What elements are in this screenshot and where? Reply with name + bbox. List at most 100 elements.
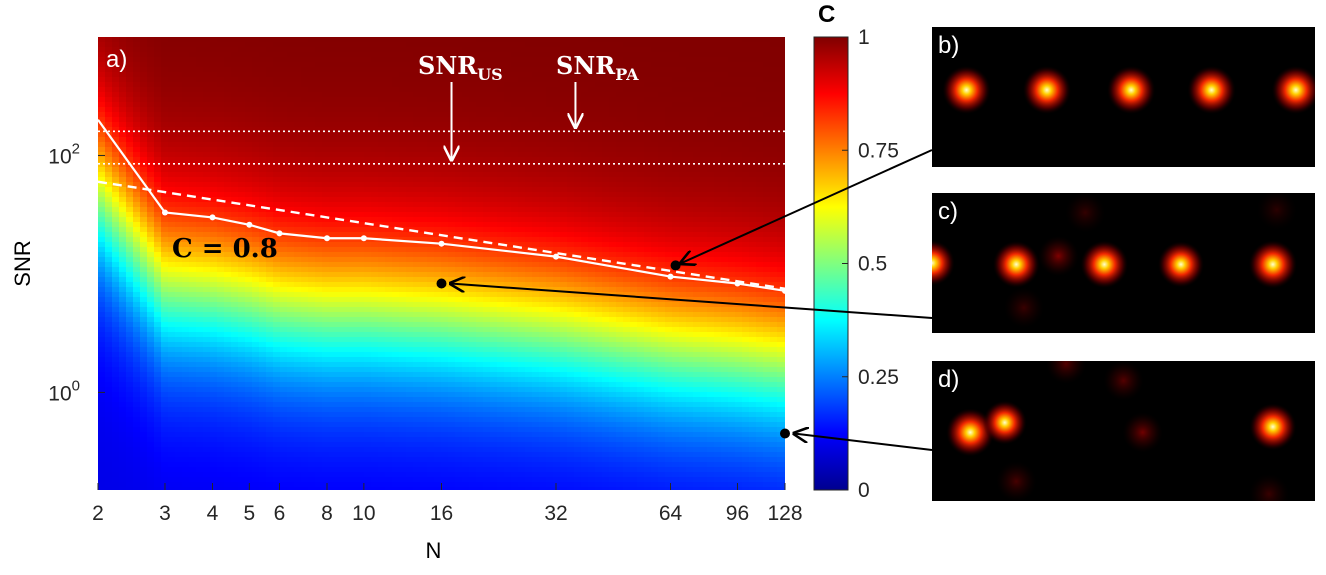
heatmap-cell <box>399 217 407 223</box>
heatmap-cell <box>462 417 470 423</box>
heatmap-cell <box>469 42 477 48</box>
heatmap-cell <box>105 337 113 343</box>
heatmap-cell <box>322 227 330 233</box>
heatmap-cell <box>448 302 456 308</box>
heatmap-cell <box>364 257 372 263</box>
heatmap-cell <box>182 237 190 243</box>
heatmap-cell <box>175 262 183 268</box>
heatmap-cell <box>273 392 281 398</box>
heatmap-cell <box>210 472 218 478</box>
heatmap-cell <box>392 117 400 123</box>
heatmap-cell <box>280 127 288 133</box>
heatmap-cell <box>231 137 239 143</box>
heatmap-cell <box>357 357 365 363</box>
heatmap-cell <box>196 292 204 298</box>
heatmap-cell <box>112 357 120 363</box>
heatmap-cell <box>119 162 127 168</box>
heatmap-cell <box>441 267 449 273</box>
heatmap-cell <box>238 177 246 183</box>
heatmap-cell <box>301 352 309 358</box>
heatmap-cell <box>385 37 393 43</box>
heatmap-cell <box>112 152 120 158</box>
heatmap-cell <box>273 217 281 223</box>
heatmap-cell <box>399 162 407 168</box>
heatmap-cell <box>98 227 106 233</box>
heatmap-cell <box>245 102 253 108</box>
heatmap-cell <box>448 162 456 168</box>
heatmap-cell <box>329 362 337 368</box>
heatmap-cell <box>294 227 302 233</box>
heatmap-cell <box>301 202 309 208</box>
heatmap-cell <box>427 167 435 173</box>
heatmap-cell <box>357 97 365 103</box>
heatmap-cell <box>399 337 407 343</box>
heatmap-cell <box>140 277 148 283</box>
heatmap-cell <box>217 87 225 93</box>
heatmap-cell <box>266 272 274 278</box>
heatmap-cell <box>371 182 379 188</box>
heatmap-cell <box>406 87 414 93</box>
heatmap-cell <box>168 222 176 228</box>
heatmap-cell <box>301 157 309 163</box>
heatmap-cell <box>364 282 372 288</box>
heatmap-cell <box>161 137 169 143</box>
heatmap-cell <box>203 202 211 208</box>
heatmap-cell <box>168 207 176 213</box>
heatmap-cell <box>238 217 246 223</box>
heatmap-cell <box>196 207 204 213</box>
heatmap-cell <box>322 322 330 328</box>
heatmap-cell <box>462 297 470 303</box>
heatmap-cell <box>245 112 253 118</box>
heatmap-cell <box>238 162 246 168</box>
heatmap-cell <box>469 107 477 113</box>
heatmap-cell <box>322 312 330 318</box>
heatmap-cell <box>98 112 106 118</box>
heatmap-cell <box>161 362 169 368</box>
heatmap-cell <box>238 472 246 478</box>
heatmap-cell <box>105 447 113 453</box>
heatmap-cell <box>308 47 316 53</box>
heatmap-cell <box>231 292 239 298</box>
heatmap-cell <box>427 112 435 118</box>
heatmap-cell <box>175 137 183 143</box>
heatmap-cell <box>119 177 127 183</box>
heatmap-cell <box>119 412 127 418</box>
heatmap-cell <box>112 227 120 233</box>
heatmap-cell <box>133 102 141 108</box>
heatmap-cell <box>322 297 330 303</box>
heatmap-cell <box>175 227 183 233</box>
heatmap-cell <box>147 407 155 413</box>
heatmap-cell <box>448 37 456 43</box>
heatmap-cell <box>315 162 323 168</box>
heatmap-cell <box>217 297 225 303</box>
heatmap-cell <box>308 402 316 408</box>
heatmap-cell <box>266 112 274 118</box>
heatmap-cell <box>161 372 169 378</box>
heatmap-cell <box>364 112 372 118</box>
heatmap-cell <box>441 447 449 453</box>
heatmap-cell <box>105 232 113 238</box>
heatmap-cell <box>273 277 281 283</box>
heatmap-cell <box>252 187 260 193</box>
heatmap-cell <box>140 247 148 253</box>
heatmap-cell <box>224 322 232 328</box>
heatmap-cell <box>476 417 484 423</box>
heatmap-cell <box>343 277 351 283</box>
heatmap-cell <box>364 247 372 253</box>
heatmap-cell <box>420 222 428 228</box>
heatmap-cell <box>364 482 372 488</box>
heatmap-cell <box>273 367 281 373</box>
heatmap-cell <box>189 197 197 203</box>
heatmap-cell <box>119 272 127 278</box>
heatmap-cell <box>301 112 309 118</box>
heatmap-cell <box>371 372 379 378</box>
heatmap-cell <box>476 322 484 328</box>
heatmap-cell <box>182 142 190 148</box>
heatmap-cell <box>448 432 456 438</box>
heatmap-cell <box>287 137 295 143</box>
heatmap-cell <box>231 422 239 428</box>
heatmap-cell <box>98 152 106 158</box>
heatmap-cell <box>392 347 400 353</box>
heatmap-cell <box>392 232 400 238</box>
heatmap-cell <box>315 222 323 228</box>
